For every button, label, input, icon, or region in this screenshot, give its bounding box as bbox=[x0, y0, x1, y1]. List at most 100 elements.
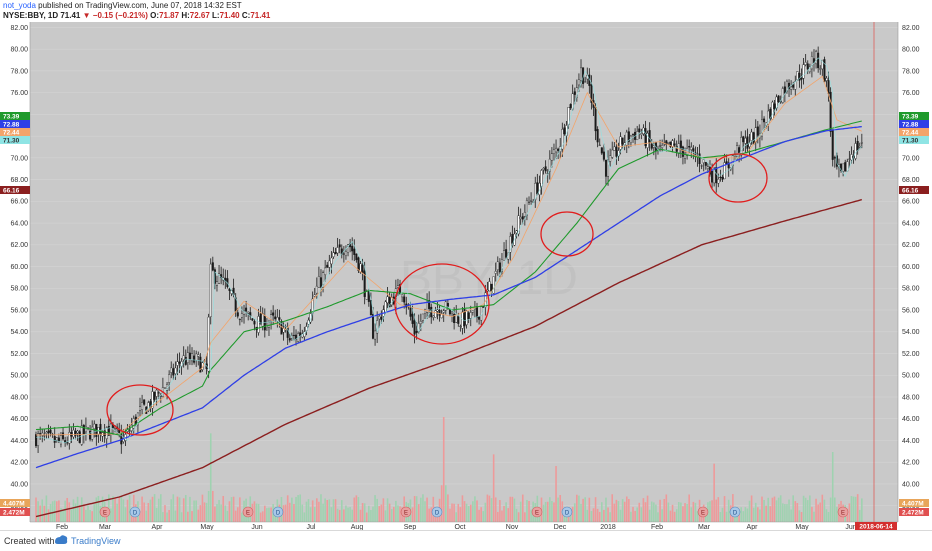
tradingview-link[interactable]: TradingView bbox=[71, 536, 121, 546]
time-axis[interactable]: Feb Mar Apr May Jun Jul Aug Sep Oct Nov Dec 2018 Feb… bbox=[30, 22, 898, 530]
volume-bar bbox=[220, 504, 222, 522]
left-price-axis[interactable]: 38.0040.0042.0044.0046.0048.0050.0052.00… bbox=[10, 22, 31, 522]
volume-bar bbox=[324, 498, 326, 522]
volume-bar bbox=[255, 503, 258, 522]
price-badge-bg bbox=[899, 136, 929, 144]
candle-body bbox=[76, 430, 79, 434]
candle-body bbox=[374, 330, 377, 340]
volume-bar bbox=[149, 499, 152, 522]
candle-body bbox=[690, 146, 693, 150]
volume-bar bbox=[151, 496, 154, 522]
candle-body bbox=[434, 310, 437, 318]
event-marker: D bbox=[272, 506, 284, 518]
candle-body bbox=[613, 146, 616, 151]
candle-body bbox=[590, 84, 593, 103]
candle-body bbox=[278, 317, 281, 320]
candle-body bbox=[89, 430, 92, 440]
candle bbox=[819, 65, 822, 75]
price-change: −0.15 (−0.21%) bbox=[92, 11, 148, 20]
candle-body bbox=[521, 216, 524, 220]
volume-bar bbox=[819, 502, 822, 522]
volume-bar bbox=[559, 495, 562, 522]
volume-bar bbox=[717, 497, 720, 522]
candle-body bbox=[850, 154, 853, 161]
volume-bar bbox=[89, 509, 91, 522]
candle-body bbox=[66, 442, 69, 444]
volume-bar bbox=[309, 507, 312, 522]
candle-body bbox=[802, 64, 805, 79]
time-tick-label: Jun bbox=[845, 524, 856, 530]
date-badge-label: 2018-06-14 bbox=[859, 524, 893, 531]
volume-bar bbox=[852, 496, 855, 522]
right-tick-label: 44.00 bbox=[902, 438, 920, 445]
symbol-label[interactable]: NYSE:BBY, 1D bbox=[3, 11, 59, 20]
candle-body bbox=[783, 86, 786, 94]
candle-body bbox=[800, 77, 803, 80]
candle bbox=[62, 427, 65, 441]
candle bbox=[850, 146, 853, 164]
candle-body bbox=[80, 425, 83, 445]
candle bbox=[804, 53, 807, 67]
candle-body bbox=[82, 425, 85, 435]
author-link[interactable]: not_yoda bbox=[3, 1, 36, 10]
candle-body bbox=[821, 59, 824, 70]
candle bbox=[505, 239, 508, 260]
price-badge-label: 72.88 bbox=[3, 121, 20, 128]
candle-body bbox=[796, 71, 799, 80]
candle-body bbox=[253, 321, 256, 325]
volume-bar bbox=[201, 494, 204, 522]
candle bbox=[37, 430, 40, 454]
volume-badge-bg bbox=[899, 508, 929, 516]
volume-bar bbox=[266, 508, 268, 522]
volume-bar bbox=[530, 509, 532, 522]
candle-body bbox=[251, 318, 254, 321]
volume-bar bbox=[773, 496, 776, 522]
candle-body bbox=[742, 136, 745, 143]
volume-bar bbox=[621, 499, 624, 522]
volume-bar bbox=[623, 501, 626, 522]
candle-body bbox=[740, 137, 743, 156]
event-label: D bbox=[565, 510, 570, 516]
price-badge-label: 73.39 bbox=[3, 113, 20, 120]
volume-bar bbox=[615, 499, 618, 522]
candle bbox=[627, 127, 630, 149]
volume-bar bbox=[365, 512, 368, 522]
candle bbox=[467, 311, 470, 324]
candle bbox=[810, 51, 813, 78]
volume-bar bbox=[340, 500, 343, 522]
volume-bar bbox=[659, 499, 661, 522]
plot-area[interactable] bbox=[30, 22, 898, 522]
candle-body bbox=[794, 81, 797, 90]
candle-body bbox=[792, 84, 795, 88]
candle bbox=[515, 230, 518, 239]
volume-bar bbox=[858, 509, 861, 522]
volume-bar bbox=[357, 497, 360, 522]
candle-body bbox=[143, 399, 146, 405]
candle-body bbox=[665, 140, 668, 145]
candle-body bbox=[186, 352, 189, 363]
candle bbox=[792, 81, 795, 91]
volume-bar bbox=[270, 507, 272, 522]
candle bbox=[488, 277, 491, 292]
volume-bar bbox=[492, 454, 495, 522]
candle bbox=[704, 161, 707, 170]
volume-bar bbox=[459, 507, 462, 522]
right-tick-label: 76.00 bbox=[902, 90, 920, 97]
time-tick-label: Mar bbox=[99, 524, 112, 530]
low-label: L: bbox=[212, 11, 220, 20]
annotation-circle bbox=[540, 211, 594, 257]
volume-bar bbox=[854, 496, 857, 522]
candle-body bbox=[365, 291, 368, 300]
candle-body bbox=[245, 307, 248, 312]
volume-bar bbox=[444, 485, 447, 522]
volume-bar bbox=[259, 512, 262, 522]
candle-body bbox=[596, 129, 599, 143]
time-tick-label: Feb bbox=[56, 524, 68, 530]
candle bbox=[317, 266, 320, 288]
event-label: D bbox=[276, 510, 281, 516]
left-price-badge: 72.88 bbox=[0, 120, 30, 128]
candle bbox=[702, 159, 705, 172]
volume-bar bbox=[503, 505, 505, 522]
volume-badge-bg bbox=[0, 499, 30, 507]
